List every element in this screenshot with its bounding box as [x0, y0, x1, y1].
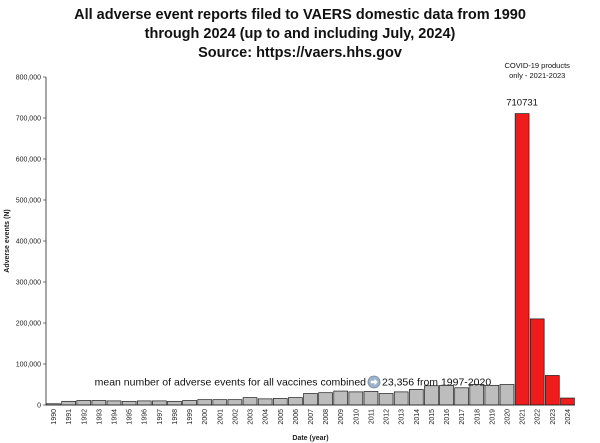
x-tick-label: 2007 — [308, 409, 315, 425]
y-tick-label: 200,000 — [16, 321, 41, 328]
x-tick-label: 2012 — [384, 409, 391, 425]
y-tick-label: 700,000 — [16, 116, 41, 123]
x-axis-label: Date (year) — [292, 435, 328, 442]
bar-2015 — [424, 385, 439, 406]
x-tick-label: 1990 — [51, 409, 58, 425]
bar-2010 — [348, 391, 364, 406]
x-tick-label: 2018 — [474, 409, 481, 425]
x-tick-label: 2023 — [550, 409, 557, 425]
x-axis: 1990 1991 1992 1993 1994 1995 1996 1997 1998 1999… — [46, 404, 575, 425]
x-tick-label: 2008 — [323, 409, 330, 425]
mean-note-text: mean number of adverse events for all va… — [95, 377, 367, 389]
chart-title: All adverse event reports filed to VAERS… — [0, 6, 600, 63]
y-tick-label: 100,000 — [16, 362, 41, 369]
x-tick-label: 2015 — [429, 409, 436, 425]
covid-note-line-1: COVID-19 products — [504, 61, 570, 70]
x-tick-label: 2004 — [263, 409, 270, 425]
bar-2024 — [560, 397, 575, 406]
bar-2005 — [272, 398, 288, 406]
x-tick-label: 1999 — [187, 409, 194, 425]
x-tick-label: 1996 — [142, 409, 149, 425]
x-tick-label: 2003 — [248, 409, 255, 425]
x-tick-label: 2017 — [459, 409, 466, 425]
x-tick-label: 2009 — [338, 409, 345, 425]
bar-1997 — [152, 400, 167, 406]
bar-2014 — [408, 389, 424, 406]
bar-2020 — [499, 384, 515, 406]
bar-2008 — [318, 392, 333, 406]
chart-title-line-2: through 2024 (up to and including July, … — [144, 26, 456, 42]
bars — [46, 113, 575, 406]
x-tick-label: 2024 — [565, 409, 572, 425]
x-tick-label: 2005 — [278, 409, 285, 425]
x-tick-label: 1993 — [96, 409, 103, 425]
x-tick-label: 1998 — [172, 409, 179, 425]
bar-2022 — [529, 318, 545, 406]
bar-1996 — [136, 400, 152, 406]
chart-title-line-1: All adverse event reports filed to VAERS… — [74, 7, 526, 23]
x-tick-label: 2014 — [414, 409, 421, 425]
x-tick-label: 1994 — [112, 409, 119, 425]
bar-1992 — [76, 400, 92, 406]
bar-1994 — [106, 400, 122, 406]
bar-2009 — [333, 390, 349, 406]
bar-2003 — [242, 397, 258, 406]
x-tick-label: 2022 — [535, 409, 542, 425]
bar-1991 — [61, 400, 76, 406]
covid-note-line-2: only - 2021-2023 — [509, 71, 565, 80]
x-tick-label: 2006 — [293, 409, 300, 425]
bar-2011 — [363, 391, 379, 406]
y-tick-label: 400,000 — [16, 239, 41, 246]
right-arrow-circle-icon — [367, 375, 381, 389]
y-axis: 0 100,000 200,000 300,000 400,000 500,000 600,… — [16, 75, 47, 410]
x-tick-label: 2001 — [217, 409, 224, 425]
y-tick-label: 300,000 — [16, 280, 41, 287]
bar-1998 — [167, 400, 182, 406]
bar-2001 — [212, 399, 228, 406]
peak-value-label: 710731 — [506, 98, 538, 109]
x-tick-label: 2000 — [202, 409, 209, 425]
y-tick-label: 0 — [37, 403, 41, 410]
bar-2013 — [393, 391, 409, 406]
chart-title-line-3: Source: https://vaers.hhs.gov — [198, 45, 402, 61]
x-tick-label: 2021 — [520, 409, 527, 425]
bar-2012 — [378, 393, 394, 406]
x-tick-label: 2013 — [399, 409, 406, 425]
bar-1995 — [121, 400, 137, 406]
bar-2021 — [514, 113, 530, 406]
x-tick-label: 2011 — [368, 409, 375, 424]
x-tick-label: 2019 — [489, 409, 496, 425]
bar-2007 — [303, 393, 318, 406]
x-tick-label: 2016 — [444, 409, 451, 425]
y-tick-label: 600,000 — [16, 157, 41, 164]
bar-2004 — [257, 398, 273, 406]
bar-1993 — [91, 400, 107, 406]
x-tick-label: 2020 — [504, 409, 511, 425]
bar-2000 — [197, 399, 213, 406]
y-axis-label: Adverse events (N) — [4, 209, 11, 272]
x-tick-label: 1995 — [127, 409, 134, 425]
x-tick-label: 2010 — [353, 409, 360, 425]
x-tick-label: 1997 — [157, 409, 164, 425]
x-tick-label: 1992 — [81, 409, 88, 425]
bar-2006 — [288, 397, 303, 406]
bar-2017 — [454, 387, 469, 406]
y-tick-label: 800,000 — [16, 75, 41, 82]
mean-value-text: 23,356 from 1997-2020 — [382, 377, 491, 389]
y-tick-label: 500,000 — [16, 198, 41, 205]
bar-2002 — [227, 399, 243, 406]
x-tick-label: 1991 — [66, 409, 73, 425]
bar-1999 — [182, 400, 197, 406]
x-tick-label: 2002 — [232, 409, 239, 425]
bar-2023 — [545, 375, 560, 406]
